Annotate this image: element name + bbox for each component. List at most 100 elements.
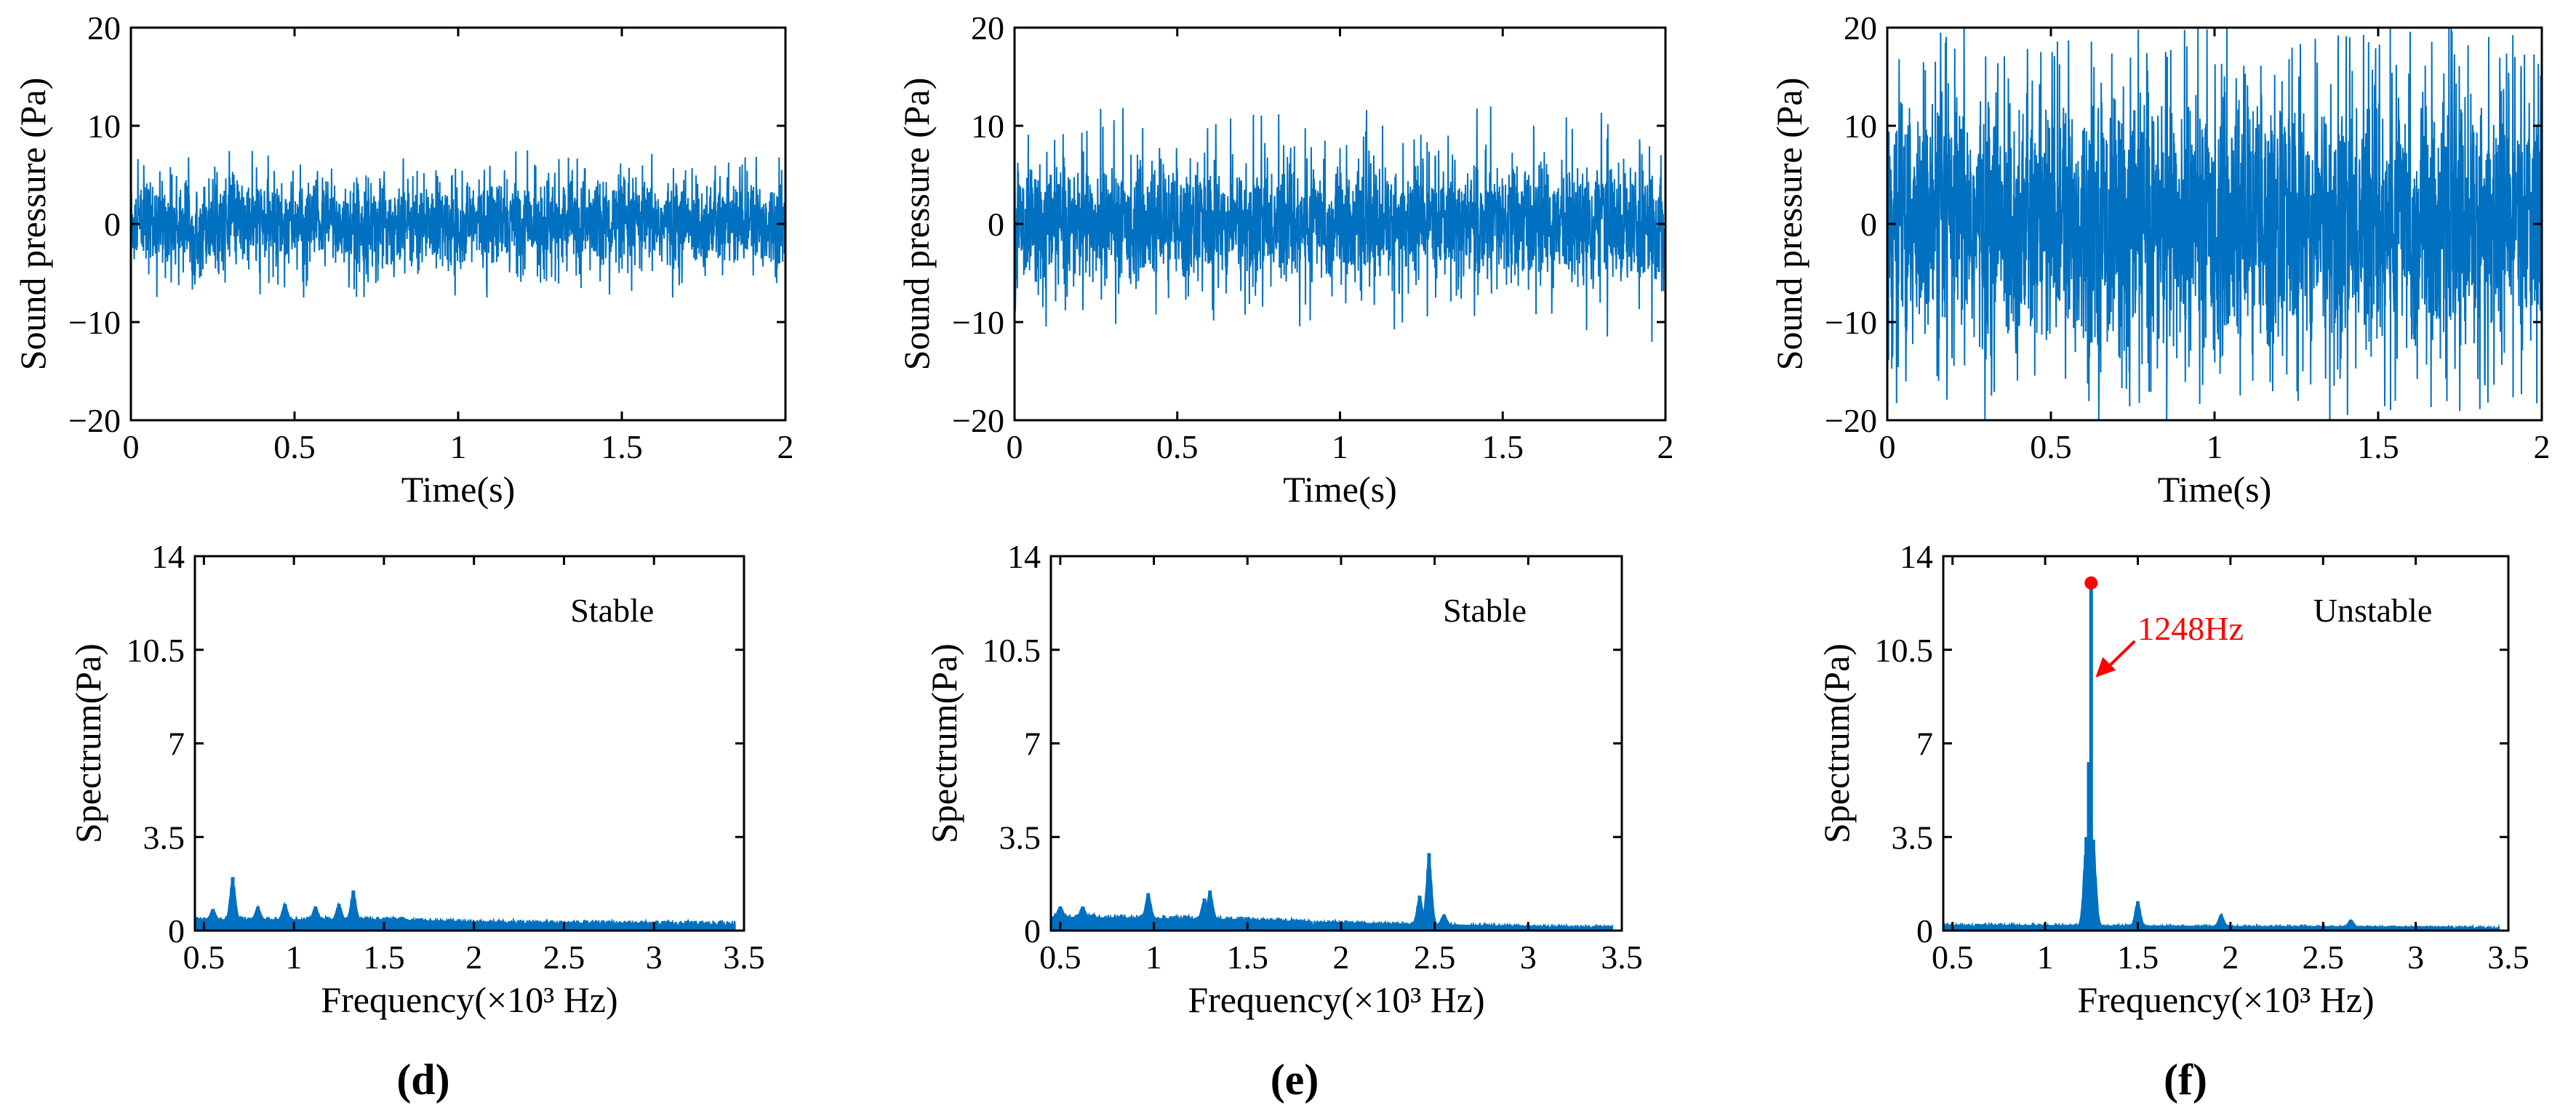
y-axis-label: Spectrum(Pa)	[68, 643, 108, 843]
y-tick-label: 20	[971, 9, 1004, 47]
y-tick-label: 10.5	[983, 632, 1041, 669]
spectrum-area	[1051, 855, 1614, 931]
y-tick-label: 0	[1916, 912, 1933, 950]
x-axis-label: Time(s)	[401, 469, 516, 510]
chart-time-stable-2: 0 0.5 1 1.5 2 −20 −10 0 10 20 Time(s) Sound pressur…	[896, 9, 1674, 510]
y-tick-label: 7	[168, 726, 185, 763]
x-axis-label: Time(s)	[2158, 469, 2272, 510]
x-tick-label: 0.5	[1039, 939, 1081, 976]
chart-spectrum-f: Unstable 1248Hz (f) 0.5 1 1.5 2 2.5 3 3.5 0 3.5 7 10.…	[1816, 538, 2529, 1104]
y-tick-label: 10	[971, 108, 1004, 145]
chart-time-stable-1: 0 0.5 1 1.5 2 −20 −10 0 10 20 Time(s) Sound pressur…	[12, 9, 794, 510]
panel-label: (f)	[2164, 1056, 2207, 1104]
x-tick-label: 1	[2207, 428, 2223, 465]
y-axis-label: Spectrum(Pa)	[924, 643, 964, 843]
x-tick-label: 2	[1332, 939, 1349, 976]
x-tick-label: 1.5	[2117, 939, 2159, 976]
x-tick-label: 3.5	[1601, 939, 1643, 976]
x-axis-label: Frequency(×10³ Hz)	[1188, 979, 1484, 1020]
axes-frame	[1049, 555, 1623, 932]
x-tick-label: 0	[1007, 428, 1023, 465]
x-tick-label: 2.5	[1414, 939, 1456, 976]
x-tick-label: 1.5	[363, 939, 405, 976]
y-tick-label: 3.5	[143, 819, 185, 856]
x-tick-label: 1	[2037, 939, 2054, 976]
peak-marker	[2084, 576, 2098, 590]
y-tick-label: 10.5	[127, 632, 185, 669]
signal-line	[1887, 28, 2542, 420]
y-axis-label: Sound pressure (Pa)	[896, 78, 937, 371]
y-tick-label: 3.5	[999, 819, 1041, 856]
y-tick-label: 3.5	[1892, 819, 1934, 856]
x-tick-label: 1.5	[601, 428, 643, 465]
y-tick-label: 0	[168, 912, 185, 950]
stability-annotation: Stable	[570, 592, 654, 629]
y-tick-label: 14	[1900, 538, 1933, 575]
chart-spectrum-e: Stable (e) 0.5 1 1.5 2 2.5 3 3.5 0 3.5 7 10.5 14 Frequ…	[924, 538, 1643, 1104]
x-tick-label: 3	[1520, 939, 1537, 976]
x-tick-label: 0	[123, 428, 140, 465]
stability-annotation: Unstable	[2313, 592, 2433, 629]
x-tick-label: 3.5	[723, 939, 765, 976]
x-tick-label: 2	[777, 428, 794, 465]
y-tick-label: 0	[988, 206, 1004, 243]
y-tick-label: −20	[952, 402, 1004, 439]
y-tick-label: 10	[87, 108, 121, 145]
spectrum-area	[1943, 617, 2500, 931]
x-tick-label: 1	[450, 428, 467, 465]
x-tick-label: 0.5	[273, 428, 316, 465]
x-tick-label: 0.5	[183, 939, 225, 976]
y-tick-label: −10	[68, 304, 121, 341]
y-tick-label: −10	[1825, 304, 1877, 341]
signal-line	[131, 150, 785, 298]
x-axis-label: Frequency(×10³ Hz)	[321, 979, 617, 1020]
x-tick-label: 2.5	[2302, 939, 2344, 976]
stability-annotation: Stable	[1443, 592, 1527, 629]
y-tick-label: 0	[104, 206, 121, 243]
x-tick-label: 1	[1145, 939, 1162, 976]
x-tick-label: 2.5	[543, 939, 585, 976]
x-axis-label: Time(s)	[1283, 469, 1397, 510]
x-tick-label: 2	[2534, 428, 2551, 465]
chart-time-unstable: 0 0.5 1 1.5 2 −20 −10 0 10 20 Time(s) Sound pressur…	[1769, 9, 2551, 510]
y-axis-label: Spectrum(Pa)	[1816, 643, 1857, 843]
x-tick-label: 0	[1879, 428, 1896, 465]
y-tick-label: 20	[1844, 9, 1877, 47]
x-tick-label: 0.5	[1156, 428, 1199, 465]
chart-spectrum-d: Stable (d) 0.5 1 1.5 2 2.5 3 3.5 0 3.5 7 10.5 14 Frequ…	[68, 538, 765, 1104]
y-tick-label: 20	[87, 9, 121, 47]
y-tick-label: 0	[1024, 912, 1041, 950]
y-tick-label: −20	[68, 402, 121, 439]
x-tick-label: 3.5	[2487, 939, 2529, 976]
x-axis-label: Frequency(×10³ Hz)	[2077, 979, 2374, 1020]
y-axis-label: Sound pressure (Pa)	[1769, 78, 1809, 371]
x-tick-label: 1.5	[1482, 428, 1524, 465]
y-tick-label: 14	[151, 538, 185, 575]
x-tick-label: 1.5	[1226, 939, 1268, 976]
x-tick-label: 1.5	[2357, 428, 2399, 465]
x-tick-label: 2	[1657, 428, 1674, 465]
y-tick-label: 10.5	[1875, 632, 1934, 669]
axes-frame	[193, 555, 745, 932]
peak-label: 1248Hz	[2137, 610, 2244, 647]
peak-arrowhead	[2095, 657, 2116, 678]
panel-label: (d)	[396, 1056, 449, 1104]
x-tick-label: 2	[465, 939, 482, 976]
y-tick-label: 10	[1844, 108, 1877, 145]
y-tick-label: 7	[1024, 726, 1041, 763]
signal-line	[1015, 106, 1665, 342]
x-tick-label: 1	[286, 939, 303, 976]
y-axis-label: Sound pressure (Pa)	[12, 78, 53, 371]
peak-arrow	[2105, 640, 2136, 670]
x-tick-label: 0.5	[1932, 939, 1974, 976]
y-tick-label: 14	[1007, 538, 1041, 575]
y-tick-label: −10	[952, 304, 1004, 341]
x-tick-label: 3	[2407, 939, 2424, 976]
y-tick-label: −20	[1825, 402, 1877, 439]
panel-label: (e)	[1271, 1056, 1319, 1104]
y-tick-label: 0	[1860, 206, 1877, 243]
x-tick-label: 1	[1332, 428, 1348, 465]
x-tick-label: 3	[646, 939, 663, 976]
x-tick-label: 0.5	[2030, 428, 2072, 465]
